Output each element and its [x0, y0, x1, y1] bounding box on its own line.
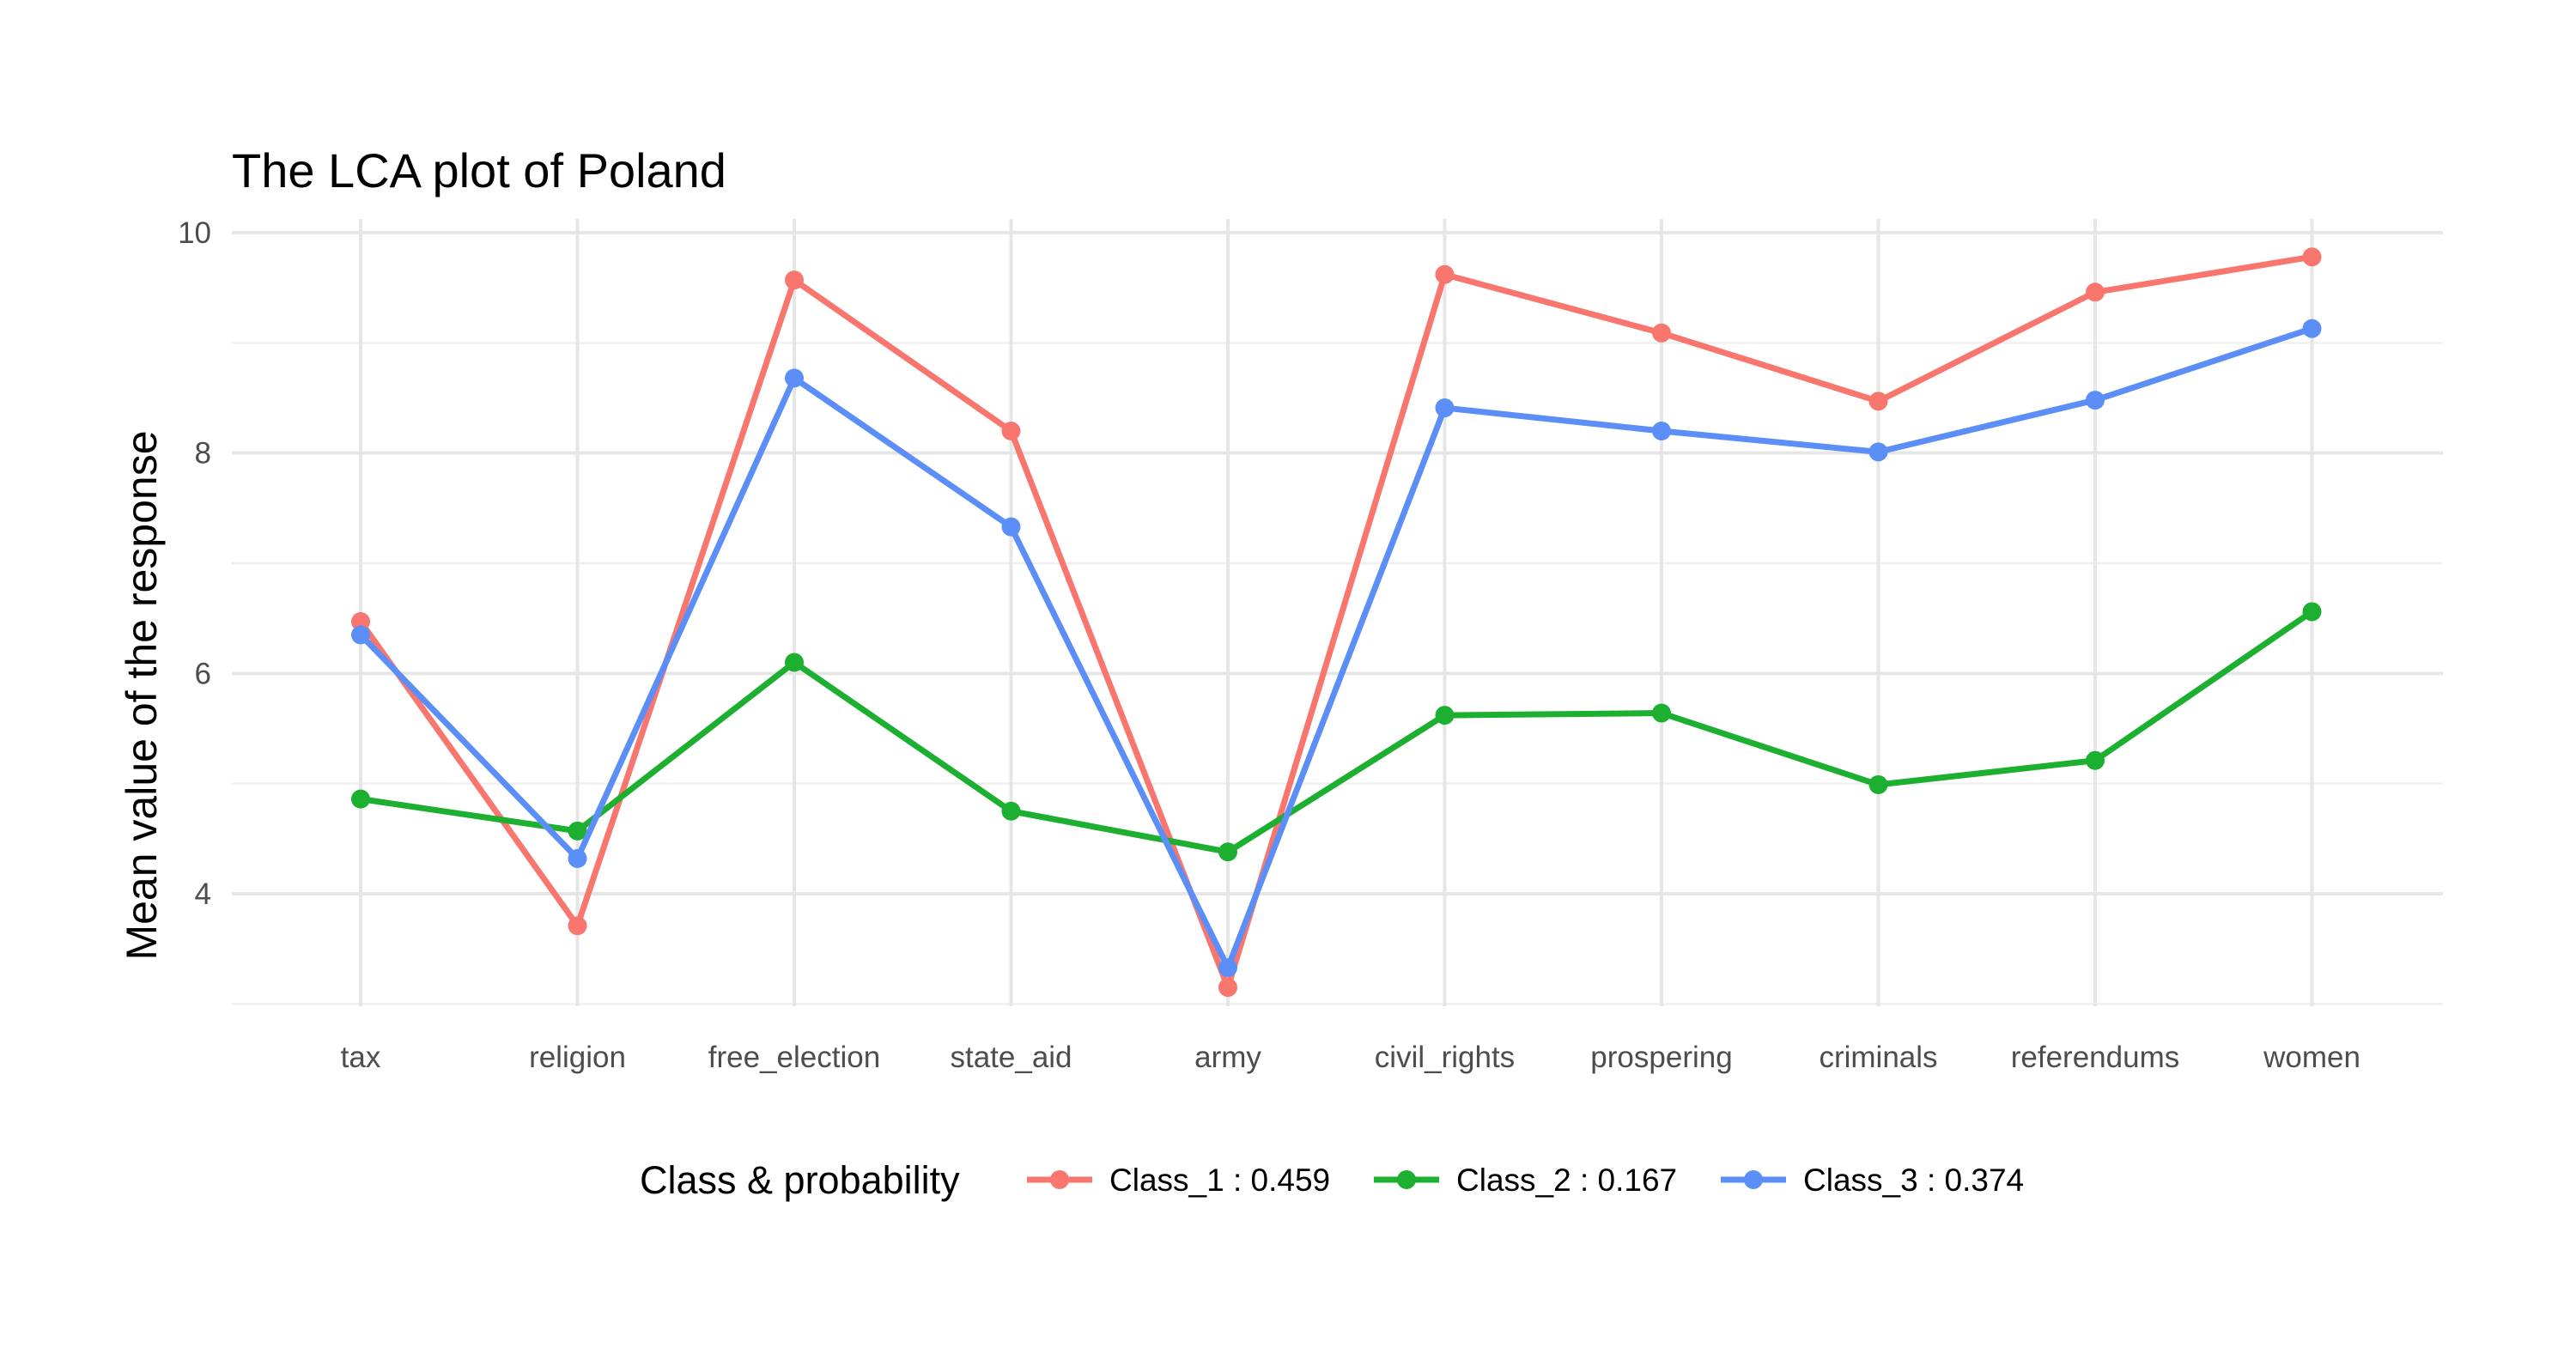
- data-point: [1218, 978, 1237, 998]
- data-point: [568, 848, 587, 868]
- x-tick-label: religion: [529, 1041, 626, 1074]
- series-2: [351, 602, 2322, 862]
- data-point: [785, 368, 804, 388]
- series-line: [360, 609, 2314, 855]
- x-tick-label: tax: [341, 1041, 381, 1074]
- x-tick-label: referendums: [2011, 1041, 2179, 1074]
- chart-title: The LCA plot of Poland: [232, 143, 726, 197]
- data-point: [1001, 801, 1021, 821]
- data-point: [1652, 703, 1671, 723]
- data-point: [2302, 319, 2322, 338]
- data-point: [1218, 957, 1237, 977]
- data-point: [568, 821, 587, 841]
- series-line: [358, 253, 2313, 991]
- legend-items: Class_1 : 0.459 Class_2 : 0.167 Class_3 : …: [1027, 1163, 2024, 1198]
- data-point: [1435, 706, 1455, 725]
- y-tick-label: 6: [195, 657, 211, 690]
- x-tick-label: free_election: [708, 1041, 880, 1074]
- data-point: [2302, 602, 2322, 622]
- data-point: [1868, 442, 1888, 462]
- data-point: [785, 270, 804, 290]
- legend-title: Class & probability: [640, 1158, 960, 1202]
- legend-key-point: [1050, 1170, 1069, 1189]
- x-tick-label: women: [2263, 1041, 2360, 1074]
- x-axis-tick-labels: tax religion free_election state_aid army civ…: [341, 1041, 2360, 1074]
- data-point: [2086, 282, 2105, 302]
- y-axis-tick-labels: 4 6 8 10: [178, 216, 211, 911]
- legend: Class & probability Class_1 : 0.459 Class…: [640, 1158, 2024, 1202]
- x-tick-label: state_aid: [950, 1041, 1072, 1074]
- y-tick-label: 8: [195, 437, 211, 471]
- legend-label: Class_1 : 0.459: [1109, 1163, 1330, 1198]
- data-point: [1218, 842, 1237, 862]
- data-point: [568, 916, 587, 936]
- data-point: [1001, 517, 1021, 537]
- x-tick-label: army: [1194, 1041, 1261, 1074]
- data-point: [2302, 247, 2322, 267]
- legend-label: Class_2 : 0.167: [1456, 1163, 1677, 1198]
- y-axis-title: Mean value of the response: [118, 430, 166, 960]
- data-point: [785, 653, 804, 672]
- legend-item: Class_3 : 0.374: [1721, 1163, 2024, 1198]
- grid-lines: [232, 219, 2443, 1006]
- data-point: [351, 789, 370, 809]
- data-point: [2086, 391, 2105, 410]
- series-line: [358, 325, 2313, 971]
- data-point: [1868, 774, 1888, 794]
- x-tick-label: prospering: [1590, 1041, 1732, 1074]
- legend-key-point: [1397, 1170, 1416, 1189]
- data-point: [1001, 422, 1021, 440]
- x-tick-label: criminals: [1819, 1041, 1937, 1074]
- y-tick-label: 10: [178, 216, 211, 250]
- legend-item: Class_1 : 0.459: [1027, 1163, 1330, 1198]
- data-point: [1652, 323, 1671, 343]
- series-1: [351, 247, 2322, 998]
- x-tick-label: civil_rights: [1375, 1041, 1515, 1074]
- data-point: [351, 625, 370, 645]
- y-tick-label: 4: [195, 877, 211, 911]
- data-point: [351, 612, 370, 632]
- data-point: [1868, 392, 1888, 411]
- data-point: [1435, 264, 1455, 284]
- data-point: [2086, 750, 2105, 770]
- legend-item: Class_2 : 0.167: [1374, 1163, 1677, 1198]
- series-group: [351, 247, 2322, 998]
- data-point: [1435, 398, 1455, 418]
- legend-key-point: [1744, 1170, 1763, 1189]
- legend-label: Class_3 : 0.374: [1803, 1163, 2024, 1198]
- data-point: [1652, 422, 1671, 440]
- series-3: [351, 319, 2322, 977]
